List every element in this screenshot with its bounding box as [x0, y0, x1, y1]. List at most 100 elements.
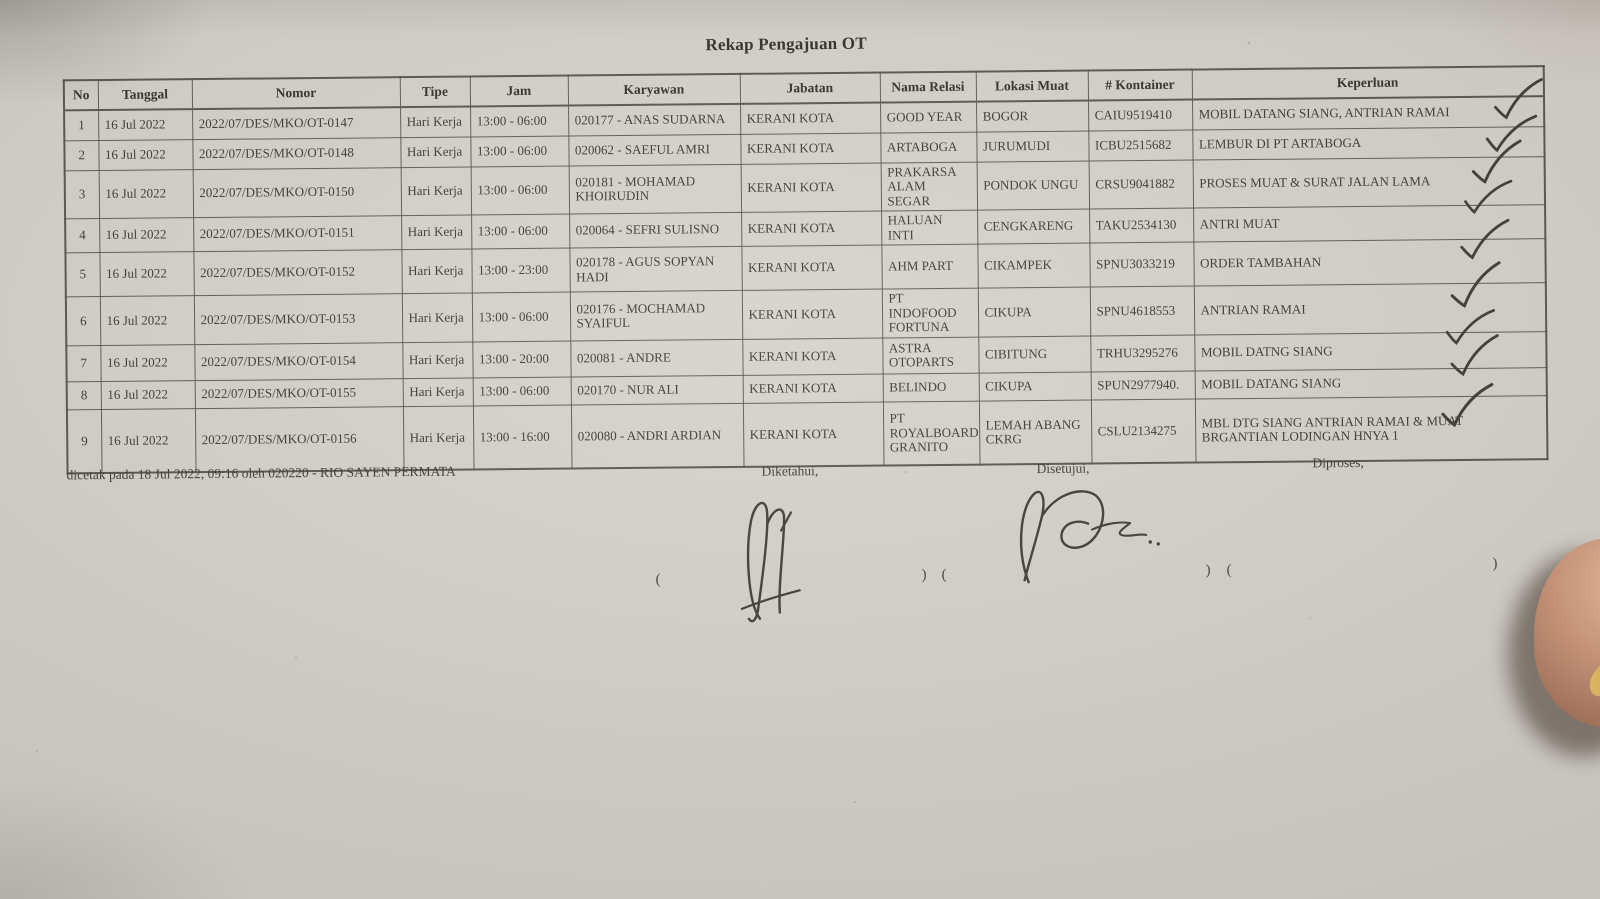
- table-cell: SPNU4618553: [1089, 286, 1195, 336]
- table-cell: 020081 - ANDRE: [570, 339, 743, 377]
- column-header-lokasi-muat: Lokasi Muat: [975, 70, 1089, 102]
- table-cell: 1: [64, 110, 99, 141]
- table-cell: SPNU3033219: [1089, 242, 1194, 288]
- table-cell: 3: [64, 170, 100, 220]
- table-cell: PRAKARSA ALAM SEGAR: [880, 161, 978, 212]
- column-header-kontainer: # Kontainer: [1087, 69, 1193, 101]
- row-checkmark-icon: [1471, 139, 1522, 184]
- signature-label-diproses: Diproses,: [1312, 454, 1364, 471]
- column-header-jam: Jam: [469, 75, 569, 107]
- table-cell: Hari Kerja: [401, 293, 473, 343]
- row-checkmark-icon: [1441, 383, 1494, 428]
- table-cell: CIKUPA: [978, 371, 1091, 401]
- table-cell: Hari Kerja: [400, 166, 472, 216]
- table-cell: CAIU9519410: [1088, 99, 1193, 131]
- row-checkmark-icon: [1445, 309, 1496, 345]
- table-cell: 16 Jul 2022: [98, 169, 194, 219]
- table-cell: KERANI KOTA: [740, 102, 881, 134]
- table-cell: 16 Jul 2022: [99, 251, 194, 297]
- paren-close-diketahui: ): [921, 567, 927, 584]
- table-cell: 020176 - MOCHAMAD SYAIFUL: [569, 290, 743, 341]
- table-cell: AHM PART: [881, 244, 978, 290]
- table-cell: 13:00 - 06:00: [470, 165, 570, 216]
- table-cell: 16 Jul 2022: [100, 344, 195, 382]
- table-cell: 020080 - ANDRI ARDIAN: [570, 403, 744, 469]
- column-header-no: No: [63, 80, 99, 111]
- table-cell: 4: [65, 218, 100, 254]
- table-cell: TRHU3295276: [1090, 334, 1195, 372]
- table-cell: 16 Jul 2022: [99, 217, 194, 253]
- table-cell: CIKUPA: [977, 287, 1091, 337]
- table-cell: BOGOR: [976, 100, 1089, 132]
- table-cell: 13:00 - 06:00: [470, 135, 569, 167]
- table-cell: Hari Kerja: [400, 106, 471, 138]
- printed-note: dicetak pada 18 Jul 2022, 09:16 oleh 020…: [66, 463, 456, 483]
- table-cell: CRSU9041882: [1088, 159, 1194, 210]
- table-cell: KERANI KOTA: [740, 162, 882, 213]
- table-cell: 13:00 - 06:00: [472, 376, 571, 406]
- column-header-tipe: Tipe: [399, 76, 471, 108]
- table-cell: 13:00 - 06:00: [471, 292, 571, 342]
- table-cell: 13:00 - 16:00: [472, 404, 572, 470]
- column-header-jabatan: Jabatan: [739, 72, 881, 104]
- table-cell: 16 Jul 2022: [100, 380, 195, 410]
- table-cell: 020181 - MOHAMAD KHOIRUDIN: [568, 163, 742, 215]
- table-cell: 2022/07/DES/MKO/OT-0151: [193, 215, 402, 252]
- row-checkmark-icon: [1485, 114, 1538, 153]
- table-cell: PT ROYALBOARD GRANITO: [882, 400, 980, 466]
- table-cell: KERANI KOTA: [741, 245, 882, 291]
- table-cell: CENGKARENG: [977, 209, 1090, 245]
- table-cell: 16 Jul 2022: [99, 295, 195, 346]
- table-cell: CSLU2134275: [1090, 398, 1196, 464]
- row-checkmark-icon: [1460, 218, 1510, 260]
- table-cell: 9: [66, 409, 102, 474]
- table-cell: 16 Jul 2022: [100, 408, 196, 474]
- table-cell: 13:00 - 23:00: [471, 248, 570, 294]
- table-cell: BELINDO: [882, 372, 979, 402]
- table-cell: 2022/07/DES/MKO/OT-0150: [192, 167, 402, 218]
- table-cell: 2022/07/DES/MKO/OT-0156: [194, 406, 404, 473]
- table-cell: CIBITUNG: [978, 335, 1091, 373]
- signature-diketahui-ink: [740, 501, 801, 623]
- table-cell: JURUMUDI: [976, 130, 1089, 162]
- table-cell: SPUN2977940.: [1090, 370, 1195, 400]
- table-cell: 13:00 - 06:00: [471, 214, 570, 250]
- ot-recap-table: No Tanggal Nomor Tipe Jam Karyawan Jabat…: [62, 65, 1549, 475]
- table-cell: ARTABOGA: [880, 131, 977, 163]
- table-cell: 7: [66, 345, 101, 382]
- table-cell: 2022/07/DES/MKO/OT-0153: [193, 293, 403, 345]
- row-checkmark-icon: [1450, 334, 1499, 377]
- table-cell: KERANI KOTA: [742, 373, 883, 404]
- table-cell: Hari Kerja: [402, 341, 473, 379]
- table-cell: 020178 - AGUS SOPYAN HADI: [569, 246, 742, 293]
- table-cell: KERANI KOTA: [741, 289, 883, 340]
- column-header-tanggal: Tanggal: [97, 79, 193, 111]
- signature-label-disetujui: Disetujui,: [1036, 460, 1090, 477]
- table-cell: Hari Kerja: [402, 377, 473, 407]
- paren-close-disetujui: ): [1205, 562, 1211, 579]
- table-cell: 13:00 - 20:00: [472, 340, 571, 378]
- table-cell: ASTRA OTOPARTS: [882, 336, 979, 374]
- page-title: Rekap Pengajuan OT: [705, 33, 867, 55]
- table-cell: KERANI KOTA: [740, 132, 881, 164]
- row-checkmark-icon: [1450, 261, 1501, 308]
- column-header-karyawan: Karyawan: [567, 73, 741, 106]
- table-cell: GOOD YEAR: [880, 101, 977, 133]
- column-header-nomor: Nomor: [191, 77, 401, 110]
- table-cell: LEMAH ABANG CKRG: [978, 399, 1092, 465]
- table-cell: CIKAMPEK: [977, 243, 1090, 289]
- row-checkmark-icon: [1494, 78, 1543, 120]
- table-cell: KERANI KOTA: [742, 337, 883, 376]
- table-cell: 020177 - ANAS SUDARNA: [568, 103, 741, 136]
- table-cell: 020064 - SEFRI SULISNO: [569, 212, 742, 249]
- table-cell: 5: [65, 252, 100, 298]
- table-cell: ICBU2515682: [1088, 129, 1193, 161]
- table-cell: 2022/07/DES/MKO/OT-0148: [192, 137, 401, 170]
- table-cell: Hari Kerja: [401, 215, 472, 250]
- table-cell: 2022/07/DES/MKO/OT-0152: [193, 249, 402, 296]
- signature-label-diketahui: Diketahui,: [761, 463, 819, 479]
- table-cell: KERANI KOTA: [741, 211, 882, 247]
- table-cell: 2022/07/DES/MKO/OT-0147: [192, 107, 401, 140]
